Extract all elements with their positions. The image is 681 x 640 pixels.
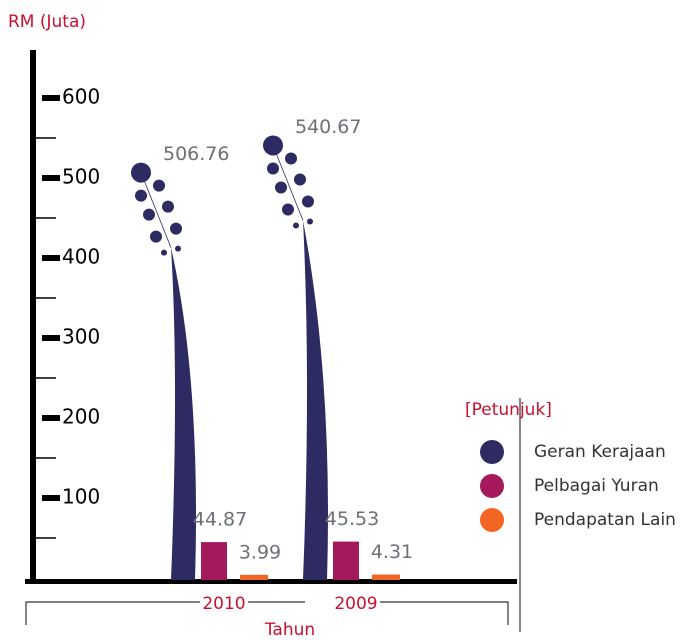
y-tick <box>42 335 60 341</box>
bubble <box>263 135 283 156</box>
y-axis <box>30 50 36 584</box>
bubble <box>143 208 155 221</box>
y-tick-label: 200 <box>62 405 100 429</box>
legend-swatch <box>480 474 504 498</box>
bubble <box>153 179 165 192</box>
bubble <box>307 218 313 225</box>
legend-title: [Petunjuk] <box>465 400 552 420</box>
y-tick-label: 600 <box>62 85 100 109</box>
y-tick-label: 300 <box>62 325 100 349</box>
bar <box>333 541 359 580</box>
bar <box>201 542 227 580</box>
legend-label: Pelbagai Yuran <box>534 476 659 496</box>
bubble <box>302 195 314 208</box>
x-tick-label: 2009 <box>334 594 377 614</box>
legend-label: Pendapatan Lain <box>534 510 676 530</box>
stem-thread <box>272 145 304 221</box>
x-axis-label: Tahun <box>264 620 315 640</box>
value-label: 45.53 <box>325 508 379 530</box>
legend-swatch <box>480 440 504 464</box>
bar <box>240 574 268 580</box>
y-tick <box>42 95 60 101</box>
geran-stem <box>171 247 196 581</box>
y-tick <box>42 495 60 501</box>
bubble <box>275 181 287 194</box>
x-bracket <box>25 601 509 625</box>
y-tick-label: 400 <box>62 245 100 269</box>
bubble <box>282 203 294 216</box>
bubble <box>267 162 279 175</box>
value-label: 506.76 <box>163 143 229 165</box>
bubble <box>293 222 299 229</box>
bubble <box>135 189 147 202</box>
y-tick-label: 500 <box>62 165 100 189</box>
x-tick-label: 2010 <box>202 594 245 614</box>
geran-stem <box>303 220 328 581</box>
stem-thread <box>140 172 172 248</box>
bar <box>372 574 400 580</box>
y-tick <box>42 175 60 181</box>
bubble <box>285 152 297 165</box>
y-tick-label: 100 <box>62 485 100 509</box>
bubble <box>294 173 306 186</box>
value-label: 4.31 <box>371 541 413 563</box>
bubble <box>170 222 182 235</box>
value-label: 44.87 <box>193 509 247 531</box>
bubble <box>175 245 181 252</box>
value-label: 540.67 <box>295 116 361 138</box>
legend-label: Geran Kerajaan <box>534 442 666 462</box>
y-tick <box>42 415 60 421</box>
bubble <box>161 249 167 256</box>
bubble <box>150 230 162 243</box>
y-tick <box>42 255 60 261</box>
x-axis <box>25 579 517 584</box>
legend-swatch <box>480 508 504 532</box>
y-axis-label: RM (Juta) <box>8 12 86 32</box>
bubble <box>162 200 174 213</box>
value-label: 3.99 <box>239 541 281 563</box>
bubble <box>131 162 151 183</box>
